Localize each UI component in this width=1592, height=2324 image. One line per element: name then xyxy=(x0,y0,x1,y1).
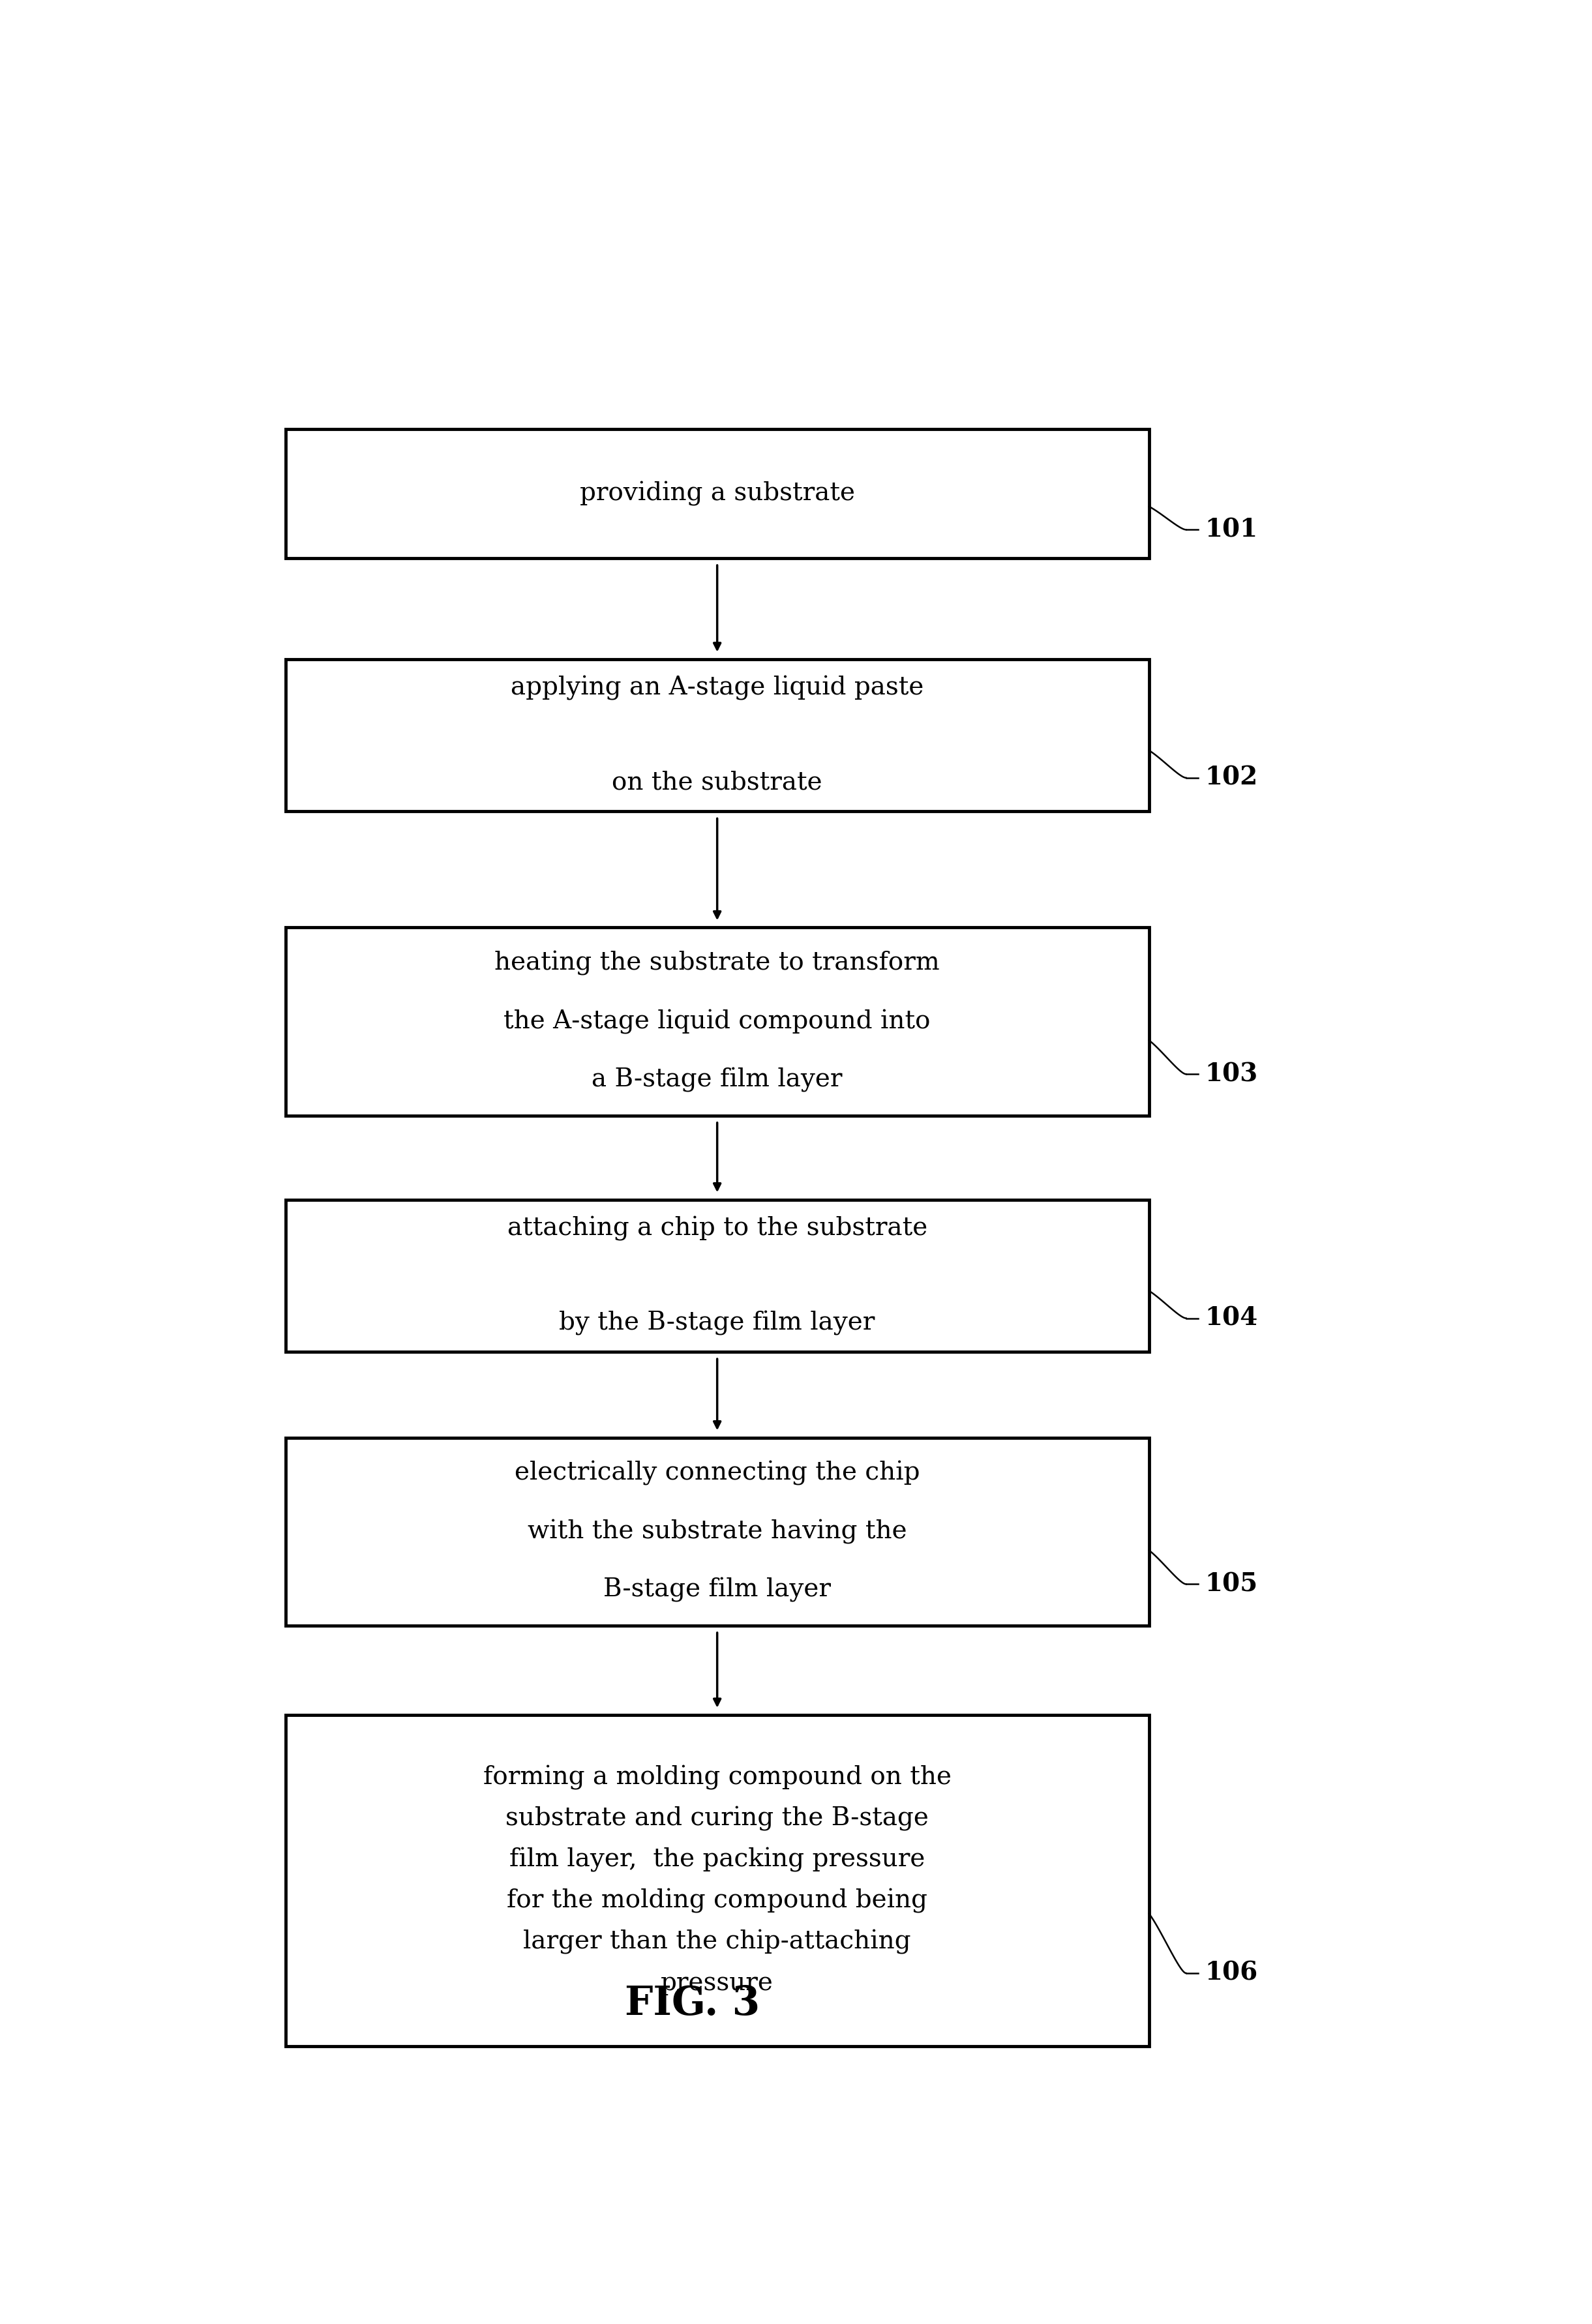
Text: substrate and curing the B-stage: substrate and curing the B-stage xyxy=(506,1806,928,1831)
Text: providing a substrate: providing a substrate xyxy=(579,481,855,507)
Bar xyxy=(285,1199,1149,1353)
Bar xyxy=(285,430,1149,558)
Text: heating the substrate to transform: heating the substrate to transform xyxy=(495,951,939,976)
Text: with the substrate having the: with the substrate having the xyxy=(527,1520,907,1543)
Text: 104: 104 xyxy=(1205,1306,1258,1332)
Text: attaching a chip to the substrate: attaching a chip to the substrate xyxy=(508,1215,927,1241)
Text: film layer,  the packing pressure: film layer, the packing pressure xyxy=(509,1848,925,1873)
Text: 106: 106 xyxy=(1205,1961,1258,1985)
Text: a B-stage film layer: a B-stage film layer xyxy=(592,1067,842,1092)
Bar xyxy=(285,1439,1149,1624)
Text: larger than the chip-attaching: larger than the chip-attaching xyxy=(524,1929,911,1954)
Bar xyxy=(285,927,1149,1116)
Text: 103: 103 xyxy=(1205,1062,1258,1088)
Text: for the molding compound being: for the molding compound being xyxy=(506,1889,928,1913)
Text: electrically connecting the chip: electrically connecting the chip xyxy=(514,1462,920,1485)
Bar xyxy=(285,1715,1149,2045)
Bar xyxy=(285,660,1149,811)
Text: forming a molding compound on the: forming a molding compound on the xyxy=(482,1766,952,1789)
Text: 101: 101 xyxy=(1205,518,1258,541)
Text: applying an A-stage liquid paste: applying an A-stage liquid paste xyxy=(511,676,923,700)
Text: the A-stage liquid compound into: the A-stage liquid compound into xyxy=(503,1009,931,1034)
Text: FIG. 3: FIG. 3 xyxy=(626,1985,759,2024)
Text: pressure: pressure xyxy=(661,1971,774,1996)
Text: 105: 105 xyxy=(1205,1571,1258,1597)
Text: by the B-stage film layer: by the B-stage film layer xyxy=(559,1311,876,1336)
Text: on the substrate: on the substrate xyxy=(611,769,823,795)
Text: 102: 102 xyxy=(1205,765,1258,790)
Text: B-stage film layer: B-stage film layer xyxy=(603,1578,831,1601)
